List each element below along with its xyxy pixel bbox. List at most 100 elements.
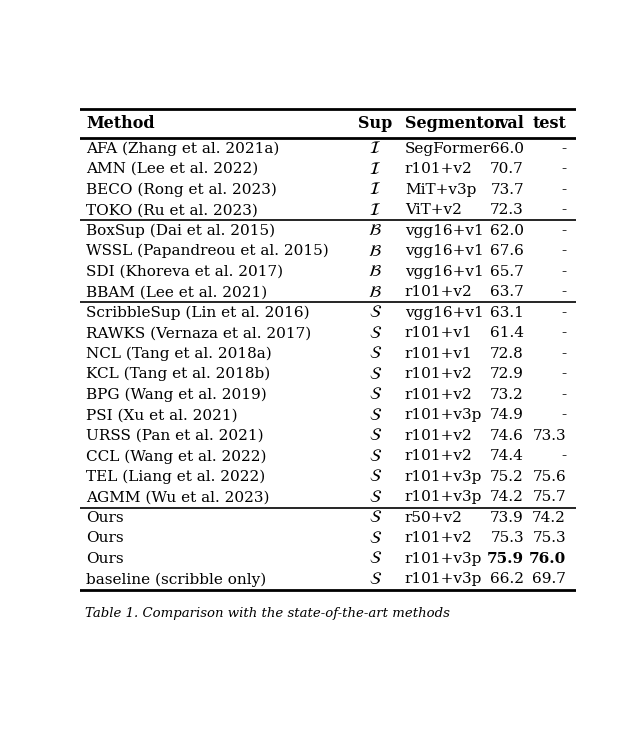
Text: $\mathcal{S}$: $\mathcal{S}$ [369, 571, 381, 588]
Text: r101+v2: r101+v2 [405, 388, 472, 402]
Text: r101+v2: r101+v2 [405, 449, 472, 463]
Text: 75.7: 75.7 [532, 491, 566, 505]
Text: r101+v2: r101+v2 [405, 285, 472, 299]
Text: -: - [561, 449, 566, 463]
Text: r101+v3p: r101+v3p [405, 408, 483, 423]
Text: BoxSup (Dai et al. 2015): BoxSup (Dai et al. 2015) [86, 223, 275, 238]
Text: Sup: Sup [358, 115, 392, 132]
Text: -: - [561, 183, 566, 197]
Text: $\mathcal{B}$: $\mathcal{B}$ [368, 222, 382, 239]
Text: -: - [561, 408, 566, 423]
Text: AFA (Zhang et al. 2021a): AFA (Zhang et al. 2021a) [86, 141, 279, 156]
Text: CCL (Wang et al. 2022): CCL (Wang et al. 2022) [86, 449, 266, 463]
Text: -: - [561, 347, 566, 361]
Text: SegFormer: SegFormer [405, 141, 491, 155]
Text: test: test [532, 115, 566, 132]
Text: 66.0: 66.0 [490, 141, 524, 155]
Text: 70.7: 70.7 [490, 162, 524, 176]
Text: Segmentor: Segmentor [405, 115, 503, 132]
Text: AMN (Lee et al. 2022): AMN (Lee et al. 2022) [86, 162, 258, 176]
Text: 72.3: 72.3 [490, 204, 524, 217]
Text: 75.6: 75.6 [532, 470, 566, 484]
Text: 75.2: 75.2 [490, 470, 524, 484]
Text: -: - [561, 306, 566, 320]
Text: 74.6: 74.6 [490, 428, 524, 443]
Text: MiT+v3p: MiT+v3p [405, 183, 476, 197]
Text: $\mathcal{S}$: $\mathcal{S}$ [369, 489, 381, 506]
Text: vgg16+v1: vgg16+v1 [405, 306, 484, 320]
Text: 63.1: 63.1 [490, 306, 524, 320]
Text: RAWKS (Vernaza et al. 2017): RAWKS (Vernaza et al. 2017) [86, 326, 311, 340]
Text: -: - [561, 162, 566, 176]
Text: 63.7: 63.7 [490, 285, 524, 299]
Text: 75.9: 75.9 [487, 552, 524, 566]
Text: 73.2: 73.2 [490, 388, 524, 402]
Text: -: - [561, 326, 566, 340]
Text: $\mathcal{I}$: $\mathcal{I}$ [369, 140, 381, 157]
Text: $\mathcal{S}$: $\mathcal{S}$ [369, 325, 381, 342]
Text: BBAM (Lee et al. 2021): BBAM (Lee et al. 2021) [86, 285, 268, 299]
Text: -: - [561, 367, 566, 381]
Text: TOKO (Ru et al. 2023): TOKO (Ru et al. 2023) [86, 204, 258, 217]
Text: Method: Method [86, 115, 155, 132]
Text: -: - [561, 244, 566, 258]
Text: $\mathcal{S}$: $\mathcal{S}$ [369, 346, 381, 363]
Text: 69.7: 69.7 [532, 573, 566, 586]
Text: $\mathcal{S}$: $\mathcal{S}$ [369, 366, 381, 383]
Text: val: val [498, 115, 524, 132]
Text: r101+v2: r101+v2 [405, 367, 472, 381]
Text: r101+v2: r101+v2 [405, 428, 472, 443]
Text: Ours: Ours [86, 511, 124, 525]
Text: 74.4: 74.4 [490, 449, 524, 463]
Text: TEL (Liang et al. 2022): TEL (Liang et al. 2022) [86, 470, 265, 484]
Text: $\mathcal{B}$: $\mathcal{B}$ [368, 283, 382, 300]
Text: URSS (Pan et al. 2021): URSS (Pan et al. 2021) [86, 428, 264, 443]
Text: 72.8: 72.8 [490, 347, 524, 361]
Text: KCL (Tang et al. 2018b): KCL (Tang et al. 2018b) [86, 367, 270, 381]
Text: $\mathcal{B}$: $\mathcal{B}$ [368, 243, 382, 260]
Text: $\mathcal{S}$: $\mathcal{S}$ [369, 468, 381, 485]
Text: vgg16+v1: vgg16+v1 [405, 265, 484, 279]
Text: r101+v3p: r101+v3p [405, 552, 483, 566]
Text: -: - [561, 204, 566, 217]
Text: r101+v3p: r101+v3p [405, 491, 483, 505]
Text: $\mathcal{I}$: $\mathcal{I}$ [369, 161, 381, 178]
Text: vgg16+v1: vgg16+v1 [405, 223, 484, 238]
Text: $\mathcal{S}$: $\mathcal{S}$ [369, 530, 381, 547]
Text: r101+v1: r101+v1 [405, 326, 472, 340]
Text: $\mathcal{S}$: $\mathcal{S}$ [369, 448, 381, 465]
Text: Table 1. Comparison with the state-of-the-art methods: Table 1. Comparison with the state-of-th… [85, 607, 450, 619]
Text: $\mathcal{S}$: $\mathcal{S}$ [369, 509, 381, 526]
Text: 75.3: 75.3 [490, 531, 524, 545]
Text: -: - [561, 388, 566, 402]
Text: 67.6: 67.6 [490, 244, 524, 258]
Text: 74.2: 74.2 [490, 491, 524, 505]
Text: 62.0: 62.0 [490, 223, 524, 238]
Text: r101+v3p: r101+v3p [405, 573, 483, 586]
Text: 73.3: 73.3 [532, 428, 566, 443]
Text: PSI (Xu et al. 2021): PSI (Xu et al. 2021) [86, 408, 237, 423]
Text: r101+v2: r101+v2 [405, 162, 472, 176]
Text: r101+v3p: r101+v3p [405, 470, 483, 484]
Text: SDI (Khoreva et al. 2017): SDI (Khoreva et al. 2017) [86, 265, 283, 279]
Text: $\mathcal{S}$: $\mathcal{S}$ [369, 551, 381, 568]
Text: ViT+v2: ViT+v2 [405, 204, 461, 217]
Text: $\mathcal{S}$: $\mathcal{S}$ [369, 407, 381, 424]
Text: 76.0: 76.0 [529, 552, 566, 566]
Text: r101+v1: r101+v1 [405, 347, 472, 361]
Text: baseline (scribble only): baseline (scribble only) [86, 572, 266, 587]
Text: -: - [561, 223, 566, 238]
Text: 73.9: 73.9 [490, 511, 524, 525]
Text: BECO (Rong et al. 2023): BECO (Rong et al. 2023) [86, 183, 277, 197]
Text: $\mathcal{S}$: $\mathcal{S}$ [369, 304, 381, 321]
Text: -: - [561, 285, 566, 299]
Text: WSSL (Papandreou et al. 2015): WSSL (Papandreou et al. 2015) [86, 244, 329, 258]
Text: 75.3: 75.3 [532, 531, 566, 545]
Text: r101+v2: r101+v2 [405, 531, 472, 545]
Text: ScribbleSup (Lin et al. 2016): ScribbleSup (Lin et al. 2016) [86, 306, 310, 320]
Text: 65.7: 65.7 [490, 265, 524, 279]
Text: 61.4: 61.4 [490, 326, 524, 340]
Text: -: - [561, 265, 566, 279]
Text: 72.9: 72.9 [490, 367, 524, 381]
Text: 66.2: 66.2 [490, 573, 524, 586]
